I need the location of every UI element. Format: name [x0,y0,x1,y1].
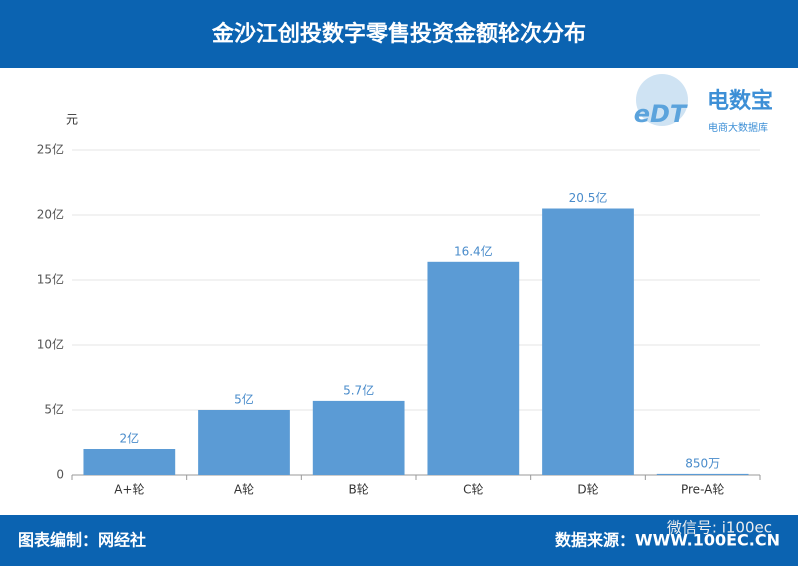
watermark: 微信号: i100ec [667,519,772,537]
x-tick-label: D轮 [577,483,598,497]
logo-name: 电数宝 [707,88,773,114]
bar [542,208,634,475]
y-tick-label: 15亿 [37,272,64,287]
value-label: 2亿 [120,431,140,446]
footer-right: 数据来源：WWW.100EC.CN [555,531,780,550]
bar [198,410,290,475]
value-label: 20.5亿 [569,190,608,205]
value-label: 850万 [685,456,720,470]
bar [312,400,405,475]
x-tick-label: C轮 [463,483,483,497]
logo-mark: eDT [634,100,688,128]
x-tick-label: Pre-A轮 [681,483,724,497]
value-label: 5亿 [234,392,254,407]
bar [427,261,520,475]
logo-cloud [636,74,688,126]
header [0,0,798,68]
y-tick-label: 5亿 [44,402,64,417]
y-tick-label: 0 [56,468,64,482]
y-unit: 元 [66,113,78,127]
y-tick-label: 10亿 [37,337,64,352]
footer [0,515,798,566]
value-label: 5.7亿 [343,382,374,397]
bar [656,473,749,475]
x-tick-label: A+轮 [114,483,144,497]
x-tick-label: B轮 [349,483,369,497]
value-label: 16.4亿 [454,243,493,258]
footer-left: 图表编制：网经社 [18,531,146,550]
logo-tagline: 电商大数据库 [708,121,768,134]
y-tick-label: 25亿 [37,142,64,157]
x-tick-label: A轮 [234,483,254,497]
y-tick-label: 20亿 [37,207,64,222]
chart-title: 金沙江创投数字零售投资金额轮次分布 [211,21,586,47]
bar [83,449,176,475]
